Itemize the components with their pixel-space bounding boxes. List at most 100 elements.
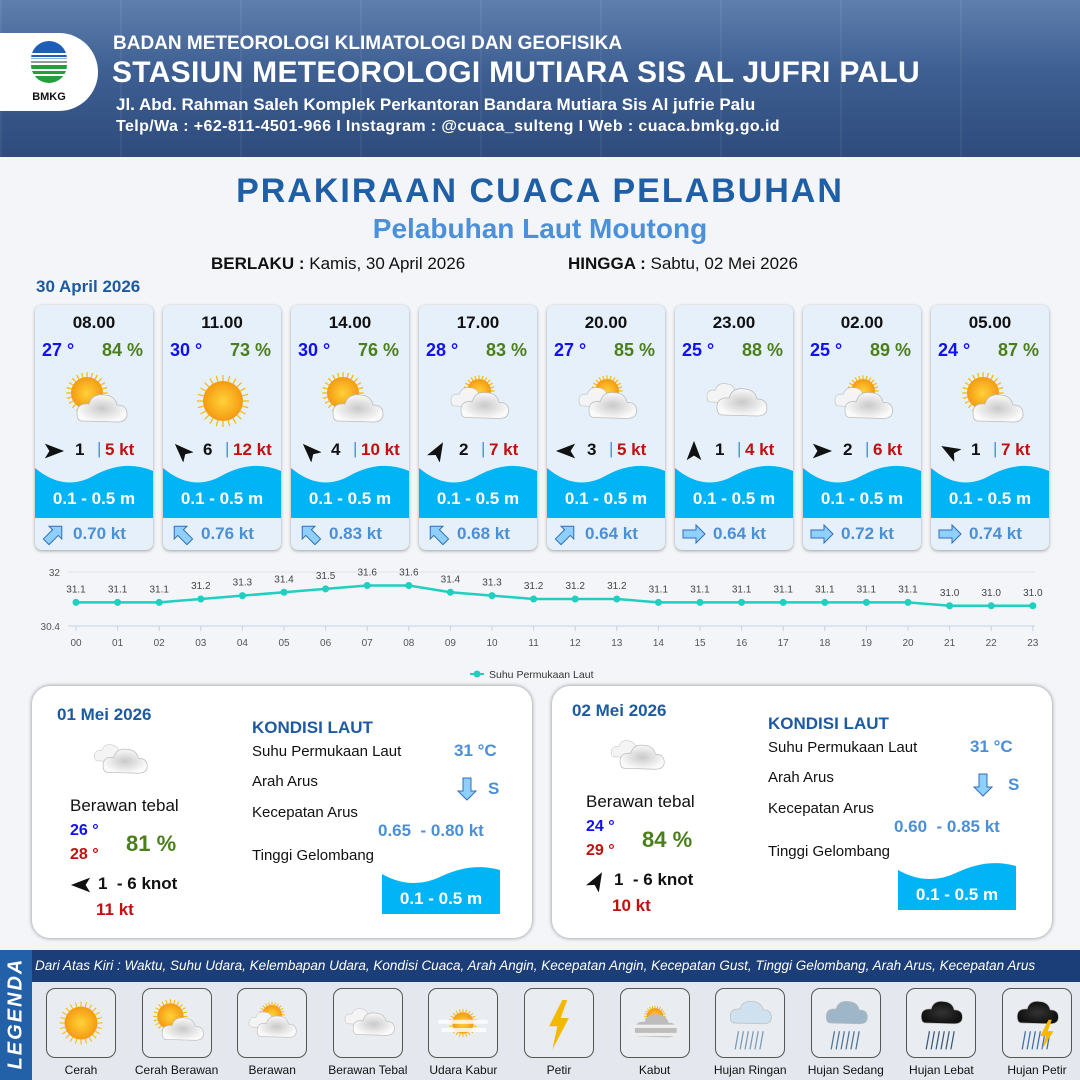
legend-item: Hujan Petir (1002, 988, 1072, 1077)
data-label: 31.6 (357, 568, 377, 579)
air-temperature: 25 ° (810, 340, 843, 360)
x-tick-label: 16 (736, 638, 748, 649)
x-tick-label: 08 (403, 638, 415, 649)
station-address: Jl. Abd. Rahman Saleh Komplek Perkantora… (116, 95, 756, 114)
hujan-petir-icon (1002, 988, 1072, 1058)
day-date: 01 Mei 2026 (57, 705, 152, 724)
wind-speed: 4 (331, 440, 341, 459)
legend-item-label: Berawan (248, 1063, 296, 1077)
port-name: Pelabuhan Laut Moutong (372, 213, 708, 244)
current-direction-arrow-icon (41, 521, 67, 547)
berawan-tebal-weather-icon (699, 367, 771, 435)
x-tick-label: 14 (653, 638, 665, 649)
wind-gust: 7 kt (489, 440, 519, 459)
data-point (530, 595, 538, 603)
header-banner: BMKG BADAN METEOROLOGI KLIMATOLOGI DAN G… (0, 0, 1080, 157)
forecast-card: 14.00 30 ° 76 % 4 | 10 kt 0.1 - 0.5 m 0.… (291, 305, 409, 550)
cerah-berawan-weather-icon (315, 367, 387, 435)
wind-direction-arrow-icon (811, 440, 833, 462)
wind-gust: 10 kt (612, 896, 651, 915)
wind-gust: 7 kt (1001, 440, 1031, 459)
wind-gust: 6 kt (873, 440, 903, 459)
legend-item: Cerah Berawan (135, 988, 218, 1077)
wind-speed-range: 1 - 6 knot (98, 874, 178, 893)
berawan-tebal-icon (332, 988, 403, 1058)
hujan-sedang-icon (810, 988, 881, 1058)
wind-info: 3 | 5 kt (553, 438, 661, 462)
data-label: 31.1 (773, 584, 793, 595)
legend-marker (473, 670, 481, 678)
humidity: 87 % (997, 340, 1039, 360)
current-direction-arrow-icon (553, 521, 579, 547)
current-direction-arrow-icon (970, 772, 996, 803)
current-speed-label: Kecepatan Arus (768, 800, 874, 817)
current-speed-label: Kecepatan Arus (252, 804, 358, 821)
wind-gust: 12 kt (233, 440, 272, 459)
daily-forecast-panel: 01 Mei 2026 Berawan tebal 26 ° 28 ° 81 %… (32, 686, 532, 938)
current-info: 0.64 kt (681, 519, 791, 547)
x-tick-label: 17 (778, 638, 790, 649)
legend-item: Udara Kabur (428, 988, 499, 1077)
wind-direction-arrow-icon (171, 440, 194, 463)
data-point (1029, 602, 1037, 610)
legend-item: Hujan Sedang (808, 988, 884, 1077)
wave-height: 0.1 - 0.5 m (180, 489, 264, 508)
forecast-time: 20.00 (584, 313, 628, 332)
current-direction-arrow-icon (425, 521, 451, 547)
x-tick-label: 10 (486, 638, 498, 649)
wind-gust: 5 kt (617, 440, 647, 459)
x-tick-label: 01 (112, 638, 124, 649)
data-point (654, 598, 662, 606)
sst-label: Suhu Permukaan Laut (252, 743, 402, 760)
data-label: 31.0 (981, 588, 1001, 599)
wind-info: 2 | 6 kt (809, 438, 917, 462)
data-point (322, 585, 330, 593)
current-speed: 0.83 kt (329, 524, 382, 543)
wave-icon (382, 867, 500, 914)
data-point (72, 598, 80, 606)
udara-kabur-icon (428, 988, 499, 1058)
data-label: 31.4 (441, 574, 461, 585)
x-tick-label: 22 (986, 638, 998, 649)
legend-item-label: Berawan Tebal (328, 1063, 408, 1077)
separator: | (481, 439, 486, 458)
station-contact: Telp/Wa : +62-811-4501-966 I Instagram :… (116, 118, 780, 135)
wind-gust: 10 kt (361, 440, 400, 459)
current-speed: 0.70 kt (73, 524, 126, 543)
humidity: 81 % (126, 831, 177, 856)
wave-height-value: 0.1 - 0.5 m (399, 889, 483, 908)
y-tick-label: 30.4 (41, 622, 61, 633)
data-label: 31.4 (274, 574, 294, 585)
x-tick-label: 18 (819, 638, 831, 649)
valid-to-label: HINGGA : (568, 254, 646, 273)
cerah-berawan-weather-icon (59, 367, 131, 435)
wind-info: 6 | 12 kt (169, 438, 277, 463)
data-label: 31.1 (149, 584, 169, 595)
legend-item-label: Cerah (64, 1063, 98, 1077)
current-speed: 0.74 kt (969, 524, 1022, 543)
data-point (738, 598, 746, 606)
wind-speed: 2 (459, 440, 469, 459)
sst-label: Suhu Permukaan Laut (768, 739, 918, 756)
current-speed: 0.64 kt (713, 524, 766, 543)
x-tick-label: 05 (278, 638, 290, 649)
humidity: 73 % (229, 340, 271, 360)
day-date: 02 Mei 2026 (572, 701, 667, 720)
wave-icon (675, 465, 793, 518)
page-title: PRAKIRAAN CUACA PELABUHAN (236, 172, 844, 210)
data-point (904, 598, 912, 606)
wind-info: 1 | 5 kt (41, 438, 149, 462)
data-point (696, 598, 704, 606)
air-temperature: 28 ° (426, 340, 459, 360)
data-label: 31.1 (857, 584, 877, 595)
data-label: 31.3 (233, 578, 253, 589)
bmkg-logo-icon (31, 41, 67, 83)
forecast-card: 11.00 30 ° 73 % 6 | 12 kt 0.1 - 0.5 m 0.… (163, 305, 281, 550)
data-label: 31.1 (66, 584, 86, 595)
current-direction-arrow-icon (454, 776, 480, 807)
current-speed-value: 0.65 - 0.80 kt (378, 821, 484, 840)
petir-icon (524, 988, 594, 1058)
data-label: 31.2 (607, 581, 627, 592)
berawan-tebal-weather-icon (87, 730, 151, 795)
current-direction-arrow-icon (169, 521, 195, 547)
